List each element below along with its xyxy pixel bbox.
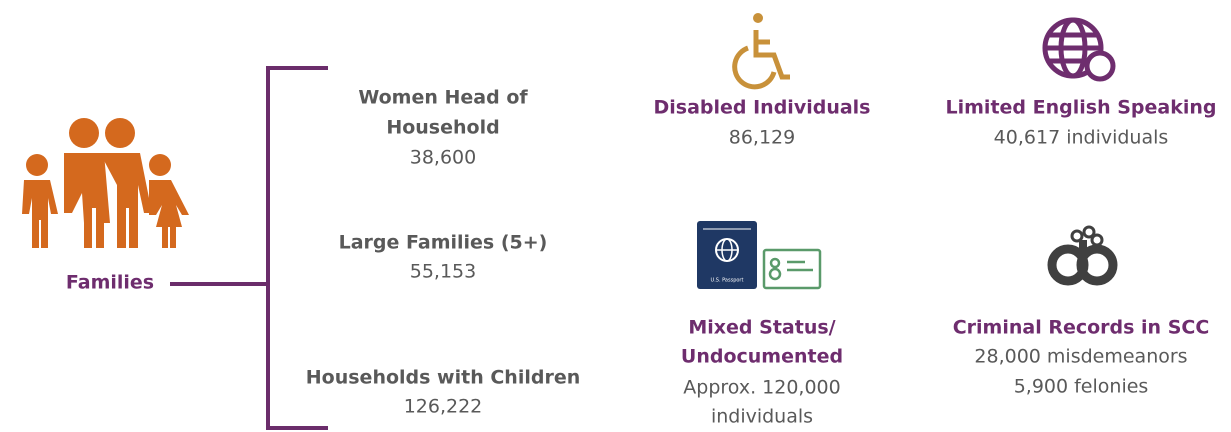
population-title: Undocumented (681, 346, 843, 368)
handcuffs-icon (1052, 227, 1113, 281)
passport-icon: U.S. Passport (697, 221, 757, 289)
id-card-icon (764, 250, 820, 288)
families-label: Families (66, 272, 154, 294)
group-title: Large Families (5+) (339, 232, 548, 254)
family-icon (22, 118, 189, 248)
population-value: 28,000 misdemeanors (974, 346, 1187, 368)
group-value: 55,153 (410, 261, 476, 283)
population-title: Mixed Status/ (688, 317, 835, 339)
population-title: Disabled Individuals (653, 97, 870, 119)
population-value: individuals (711, 406, 813, 428)
wheelchair-icon (735, 13, 790, 87)
population-value: Approx. 120,000 (683, 377, 840, 399)
group-value: 126,222 (404, 396, 483, 418)
passport-label: U.S. Passport (711, 278, 744, 284)
population-value: 5,900 felonies (1014, 376, 1149, 398)
population-title: Criminal Records in SCC (953, 317, 1210, 339)
population-value: 40,617 individuals (994, 127, 1169, 149)
bracket (170, 68, 328, 428)
globe-icon (1045, 20, 1113, 79)
population-title: Limited English Speaking (946, 97, 1217, 119)
group-title: Women Head of (358, 87, 528, 109)
infographic: Families Women Head of Household 38,600 … (0, 0, 1231, 432)
group-value: 38,600 (410, 147, 476, 169)
population-value: 86,129 (729, 127, 795, 149)
group-title: Households with Children (306, 367, 580, 389)
group-title: Household (386, 117, 499, 139)
